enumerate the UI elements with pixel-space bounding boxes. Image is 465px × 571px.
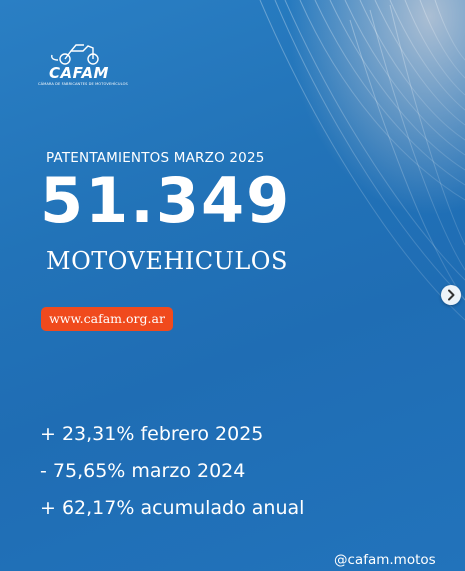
- stat-vs-previous-year: - 75,65% marzo 2024: [40, 460, 246, 482]
- motorcycle-icon: [51, 44, 99, 65]
- carousel-next-button[interactable]: [441, 285, 461, 305]
- chevron-right-icon: [448, 289, 455, 301]
- logo-subtext: CÁMARA DE FABRICANTES DE MOTOVEHÍCULOS: [38, 82, 128, 86]
- registrations-total: 51.349: [40, 164, 292, 237]
- headline-unit: MOTOVEHICULOS: [46, 247, 288, 275]
- stat-year-to-date: + 62,17% acumulado anual: [40, 497, 305, 519]
- social-handle: @cafam.motos: [334, 552, 436, 568]
- logo-text: CAFAM: [49, 64, 109, 82]
- headline-subtitle: PATENTAMIENTOS MARZO 2025: [46, 150, 265, 166]
- stat-vs-previous-month: + 23,31% febrero 2025: [40, 423, 264, 445]
- cafam-logo: CAFAM CÁMARA DE FABRICANTES DE MOTOVEHÍC…: [38, 40, 128, 90]
- website-link[interactable]: www.cafam.org.ar: [41, 307, 173, 331]
- stats-list: + 23,31% febrero 2025 - 75,65% marzo 202…: [40, 421, 304, 532]
